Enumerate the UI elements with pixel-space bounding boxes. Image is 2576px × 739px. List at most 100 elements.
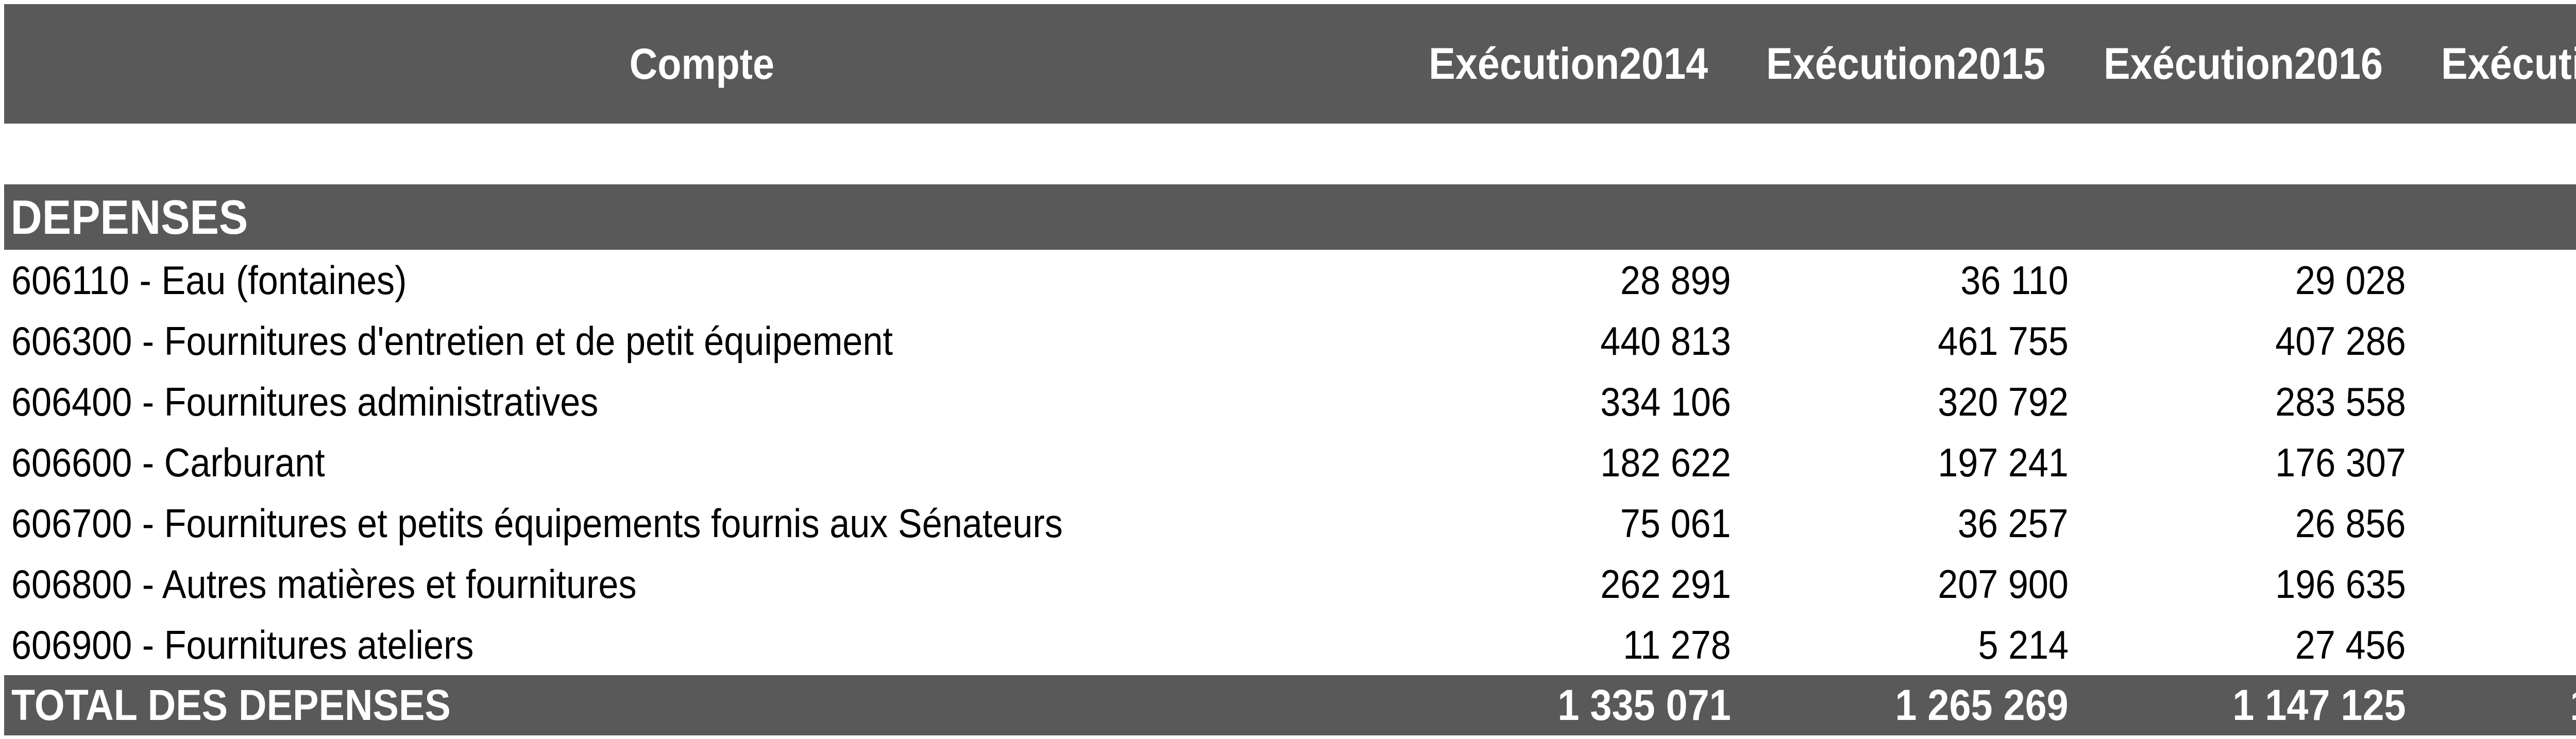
cell-value: 26 856 — [2295, 500, 2406, 546]
cell-value: 36 257 — [1958, 500, 2069, 546]
total-value-cell: 1 147 125 — [2082, 675, 2419, 735]
row-label: 606110 - Eau (fontaines) — [11, 257, 407, 303]
cell-value: 36 110 — [1960, 257, 2069, 303]
total-value: 1 265 269 — [1895, 681, 2069, 729]
table-row: 606600 - Carburant 182 622 197 241 176 307 2… — [4, 432, 2576, 493]
value-cell: 440 813 — [1407, 311, 1744, 371]
total-label: TOTAL DES DEPENSES — [11, 681, 451, 729]
value-cell: 182 622 — [1407, 432, 1744, 493]
table-row: 606800 - Autres matières et fournitures 2… — [4, 554, 2576, 614]
value-cell: 260 562 — [2419, 371, 2576, 432]
table-total-row: TOTAL DES DEPENSES 1 335 071 1 265 269 1 1… — [4, 675, 2576, 735]
column-header-year: Exécution2016 — [2104, 38, 2383, 90]
row-label-cell: 606600 - Carburant — [4, 432, 1407, 493]
value-cell: 407 286 — [2082, 311, 2419, 371]
value-cell: 340 423 — [2419, 311, 2576, 371]
total-value-cell: 1 265 269 — [1744, 675, 2082, 735]
row-label: 606600 - Carburant — [11, 439, 325, 485]
row-label: 606900 - Fournitures ateliers — [11, 622, 474, 667]
column-header-year: Exécution2015 — [1766, 38, 2045, 90]
total-value: 1 126 368 — [2570, 680, 2576, 730]
year-header-line2: 2016 — [2294, 39, 2383, 89]
cell-value: 207 900 — [1938, 561, 2069, 607]
value-cell: 320 792 — [1744, 371, 2082, 432]
cell-value: 29 028 — [2295, 257, 2406, 303]
table-row: 606400 - Fournitures administratives 334 … — [4, 371, 2576, 432]
row-label-cell: 606800 - Autres matières et fournitures — [4, 554, 1407, 614]
value-cell: 36 110 — [1744, 250, 2082, 311]
row-label-cell: 606400 - Fournitures administratives — [4, 371, 1407, 432]
column-header-year-cell: Exécution2016 — [2075, 4, 2412, 124]
cell-value: 407 286 — [2275, 318, 2406, 364]
value-cell: 196 635 — [2082, 554, 2419, 614]
value-cell: 461 755 — [1744, 311, 2082, 371]
cell-value: 197 241 — [1938, 439, 2069, 485]
column-header-year-cell: Exécution2014 — [1400, 4, 1737, 124]
section-header-row: DEPENSES — [4, 184, 2576, 250]
table-row: 606110 - Eau (fontaines) 28 899 36 110 29 0… — [4, 250, 2576, 311]
value-cell: 75 061 — [1407, 493, 1744, 554]
row-label-cell: 606300 - Fournitures d'entretien et de p… — [4, 311, 1407, 371]
value-cell: 29 028 — [2082, 250, 2419, 311]
value-cell: 207 900 — [1744, 554, 2082, 614]
spacer-row — [4, 124, 2576, 184]
column-header-compte-cell: Compte — [4, 4, 1400, 124]
row-label: 606300 - Fournitures d'entretien et de p… — [11, 318, 893, 364]
cell-value: 461 755 — [1938, 318, 2069, 364]
cell-value: 334 106 — [1600, 379, 1731, 424]
cell-value: 27 456 — [2295, 622, 2406, 667]
column-header-year: Exécution2014 — [1429, 38, 1708, 90]
value-cell: 334 106 — [1407, 371, 1744, 432]
value-cell: 11 278 — [1407, 614, 1744, 675]
row-label: 606800 - Autres matières et fournitures — [11, 561, 637, 607]
total-label-cell: TOTAL DES DEPENSES — [4, 675, 1407, 735]
total-value: 1 147 125 — [2232, 681, 2406, 729]
table-row: 606300 - Fournitures d'entretien et de p… — [4, 311, 2576, 371]
value-cell: 27 456 — [2082, 614, 2419, 675]
row-label: 606700 - Fournitures et petits équipemen… — [11, 500, 1063, 546]
value-cell: 28 899 — [1407, 250, 1744, 311]
value-cell: 26 856 — [2082, 493, 2419, 554]
cell-value: 75 061 — [1620, 500, 1731, 546]
value-cell: 190 994 — [2419, 554, 2576, 614]
value-cell: 10 668 — [2419, 614, 2576, 675]
table-header-row: Compte Exécution2014 Exécution2015 Exécuti… — [4, 4, 2576, 124]
total-value-cell: 1 335 071 — [1407, 675, 1744, 735]
year-header-line2: 2014 — [1619, 39, 1708, 89]
cell-value: 320 792 — [1938, 379, 2069, 424]
year-header-line1: Exécution — [2441, 39, 2576, 89]
row-label-cell: 606900 - Fournitures ateliers — [4, 614, 1407, 675]
column-header-year-cell: Exécution2017 — [2412, 4, 2576, 124]
column-header-year: Exécution2017 — [2441, 38, 2576, 90]
year-header-line1: Exécution — [1766, 39, 1957, 89]
total-value: 1 335 071 — [1557, 681, 1731, 729]
value-cell: 283 558 — [2082, 371, 2419, 432]
cell-value: 28 899 — [1620, 257, 1731, 303]
value-cell: 46 463 — [2419, 250, 2576, 311]
budget-table: Compte Exécution2014 Exécution2015 Exécuti… — [4, 4, 2576, 735]
row-label-cell: 606110 - Eau (fontaines) — [4, 250, 1407, 311]
value-cell: 200 570 — [2419, 432, 2576, 493]
value-cell: 5 214 — [1744, 614, 2082, 675]
row-label-cell: 606700 - Fournitures et petits équipemen… — [4, 493, 1407, 554]
section-header-label: DEPENSES — [10, 190, 248, 244]
year-header-line1: Exécution — [1429, 39, 1620, 89]
value-cell: 176 307 — [2082, 432, 2419, 493]
value-cell: 36 257 — [1744, 493, 2082, 554]
cell-value: 196 635 — [2275, 561, 2406, 607]
column-header-compte: Compte — [629, 39, 775, 88]
cell-value: 262 291 — [1600, 561, 1731, 607]
total-value-cell: 1 126 368 — [2419, 675, 2576, 735]
cell-value: 5 214 — [1978, 622, 2069, 667]
cell-value: 11 278 — [1623, 622, 1731, 667]
year-header-line2: 2015 — [1957, 39, 2046, 89]
value-cell: 197 241 — [1744, 432, 2082, 493]
table-row: 606700 - Fournitures et petits équipemen… — [4, 493, 2576, 554]
value-cell: 262 291 — [1407, 554, 1744, 614]
cell-value: 440 813 — [1600, 318, 1731, 364]
table-row: 606900 - Fournitures ateliers 11 278 5 214… — [4, 614, 2576, 675]
cell-value: 182 622 — [1600, 439, 1731, 485]
cell-value: 283 558 — [2275, 379, 2406, 424]
value-cell: 76 687 — [2419, 493, 2576, 554]
